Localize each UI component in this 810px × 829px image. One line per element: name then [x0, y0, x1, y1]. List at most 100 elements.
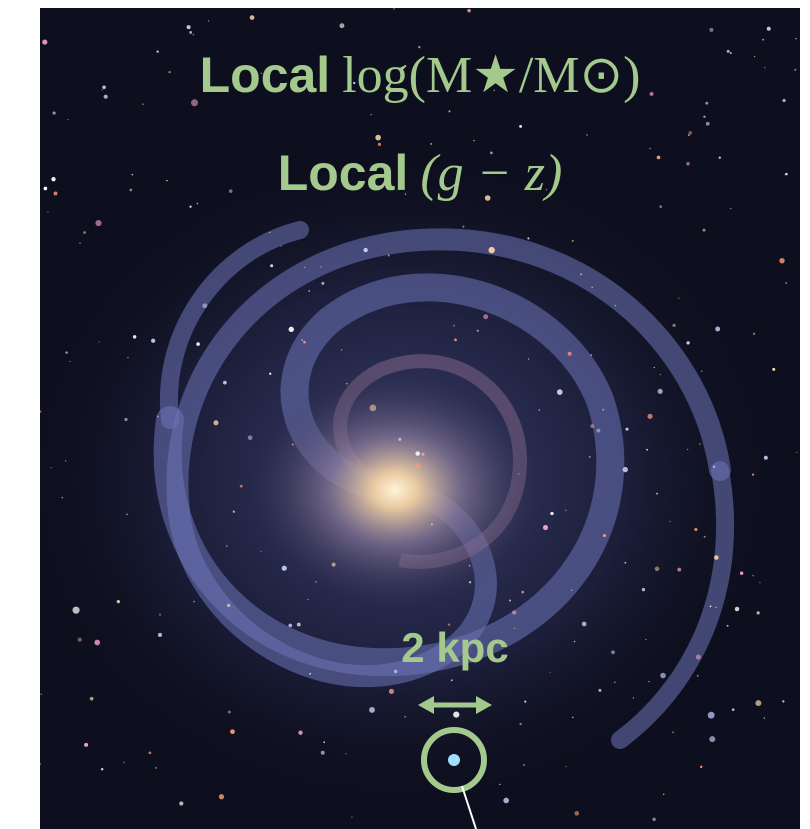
title-math: log(M★/M⊙) — [342, 47, 640, 104]
star — [586, 134, 588, 136]
star — [320, 266, 321, 267]
star — [84, 743, 88, 747]
star — [50, 467, 51, 468]
star — [512, 610, 516, 614]
star — [699, 443, 701, 445]
star — [69, 361, 70, 362]
star — [309, 673, 311, 675]
star — [78, 638, 82, 642]
star — [597, 429, 601, 433]
star — [752, 575, 754, 577]
star — [131, 174, 133, 176]
star — [795, 38, 796, 39]
star — [98, 341, 99, 342]
page: Locallog(M★/M⊙) Local(g − z) 2 kpc (() =… — [0, 0, 810, 829]
star — [764, 456, 768, 460]
star — [197, 203, 199, 205]
star — [572, 717, 574, 719]
star — [117, 600, 120, 603]
star — [650, 92, 654, 96]
star — [79, 243, 80, 244]
star — [603, 534, 606, 537]
star — [229, 189, 233, 193]
star — [785, 282, 787, 284]
star — [719, 156, 721, 158]
star — [219, 794, 224, 799]
star — [735, 607, 739, 611]
star — [483, 314, 488, 319]
star — [158, 633, 162, 637]
star — [652, 818, 655, 821]
star — [782, 99, 785, 102]
star — [753, 333, 755, 335]
star — [654, 367, 655, 368]
star — [701, 370, 703, 372]
star — [72, 607, 79, 614]
star — [602, 409, 604, 411]
star — [189, 31, 192, 34]
star — [193, 34, 195, 36]
star — [68, 119, 69, 120]
star — [611, 650, 615, 654]
star — [127, 357, 128, 358]
star — [473, 140, 474, 141]
star — [660, 673, 666, 679]
star — [524, 701, 526, 703]
star — [304, 267, 305, 268]
star — [226, 546, 227, 547]
star — [404, 716, 405, 717]
star — [269, 373, 271, 375]
star — [102, 86, 106, 90]
star — [415, 463, 421, 469]
star — [415, 451, 420, 456]
target-source — [448, 754, 460, 766]
star — [282, 566, 287, 571]
star — [625, 428, 628, 431]
star — [149, 752, 152, 755]
star — [708, 712, 715, 719]
star — [298, 730, 302, 734]
star — [550, 672, 551, 673]
star — [657, 156, 661, 160]
star — [688, 131, 692, 135]
star — [44, 187, 48, 191]
star — [574, 811, 579, 816]
star — [250, 15, 255, 20]
star — [703, 116, 705, 118]
star — [130, 189, 133, 192]
star — [566, 766, 567, 767]
star — [451, 679, 453, 681]
star — [705, 102, 708, 105]
star — [477, 330, 479, 332]
star — [159, 614, 161, 616]
star — [303, 341, 306, 344]
star — [332, 563, 336, 567]
star — [677, 568, 681, 572]
star — [288, 624, 292, 628]
star — [655, 567, 660, 572]
star — [646, 449, 648, 451]
star — [688, 134, 690, 136]
star — [590, 424, 594, 428]
star — [281, 245, 282, 246]
star — [557, 389, 563, 395]
star — [142, 103, 143, 104]
star — [308, 290, 310, 292]
star — [339, 23, 344, 28]
star — [191, 99, 198, 106]
star — [51, 177, 55, 181]
star — [321, 751, 325, 755]
star — [39, 763, 41, 765]
star — [155, 767, 157, 769]
star — [700, 766, 702, 768]
subtitle-math: (g − z) — [420, 145, 562, 202]
star — [703, 229, 706, 232]
star — [462, 226, 464, 228]
star — [571, 590, 572, 591]
star — [697, 675, 699, 677]
star — [363, 248, 367, 252]
star — [687, 449, 688, 450]
star — [572, 240, 574, 242]
star — [102, 89, 103, 90]
star — [133, 335, 136, 338]
